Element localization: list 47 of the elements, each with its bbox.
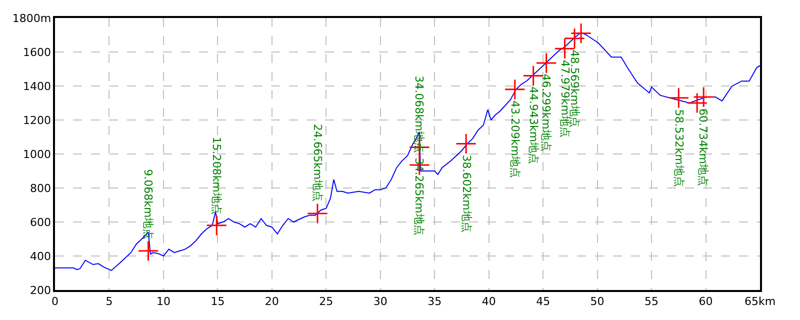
x-tick-label: 45	[536, 294, 550, 308]
point	[570, 22, 592, 44]
point	[522, 65, 544, 86]
y-tick-label: 200	[30, 284, 52, 297]
x-tick-label: 60	[698, 294, 713, 308]
y-tick-label: 800	[30, 182, 52, 195]
annotation: 38.602km地点	[460, 154, 473, 232]
x-tick-label: 65km	[744, 294, 776, 308]
x-tick-label: 5	[106, 294, 113, 308]
line-series	[55, 32, 760, 271]
x-tick-label: 25	[319, 294, 334, 308]
point	[206, 214, 228, 236]
annotation: 60.734km地点	[696, 108, 710, 186]
annotation: 43.209km地点	[508, 100, 522, 178]
y-tick-label: 1000	[23, 148, 52, 161]
x-tick-label: 55	[644, 294, 659, 308]
x-tick-label: 30	[373, 294, 388, 308]
point	[306, 202, 328, 224]
x-tick-label: 10	[156, 294, 170, 308]
annotation: 47.979km地点	[558, 60, 572, 138]
x-tick-label: 40	[482, 294, 496, 308]
annotation: 24.665km地点	[310, 124, 324, 202]
point	[564, 28, 586, 49]
point	[504, 78, 526, 100]
annotation: 34.265km地点	[412, 158, 426, 236]
annotation: 58.532km地点	[672, 109, 686, 187]
y-tick-label: 600	[30, 216, 52, 229]
y-tick-label: 1600	[23, 46, 52, 59]
y-tick-label: 1800m	[12, 12, 52, 25]
x-tick-label: 0	[52, 294, 58, 308]
y-tick-label: 1200	[23, 114, 52, 127]
x-tick-label: 15	[210, 294, 225, 308]
annotation: 9.068km地点	[142, 169, 155, 240]
y-tick-label: 1400	[23, 80, 52, 93]
y-tick-label: 400	[30, 250, 52, 263]
annotation: 46.299km地点	[539, 74, 552, 152]
annotation: 15.208km地点	[210, 136, 224, 214]
point	[693, 86, 714, 108]
point	[536, 52, 557, 74]
point	[668, 87, 690, 108]
point	[456, 133, 477, 154]
x-tick-label: 50	[590, 294, 604, 308]
annotation: 34.068km地点	[412, 76, 426, 154]
x-tick-label: 20	[264, 294, 279, 308]
x-tick-label: 35	[428, 294, 442, 308]
point	[138, 240, 159, 262]
annotation: 44.943km地点	[527, 86, 540, 164]
